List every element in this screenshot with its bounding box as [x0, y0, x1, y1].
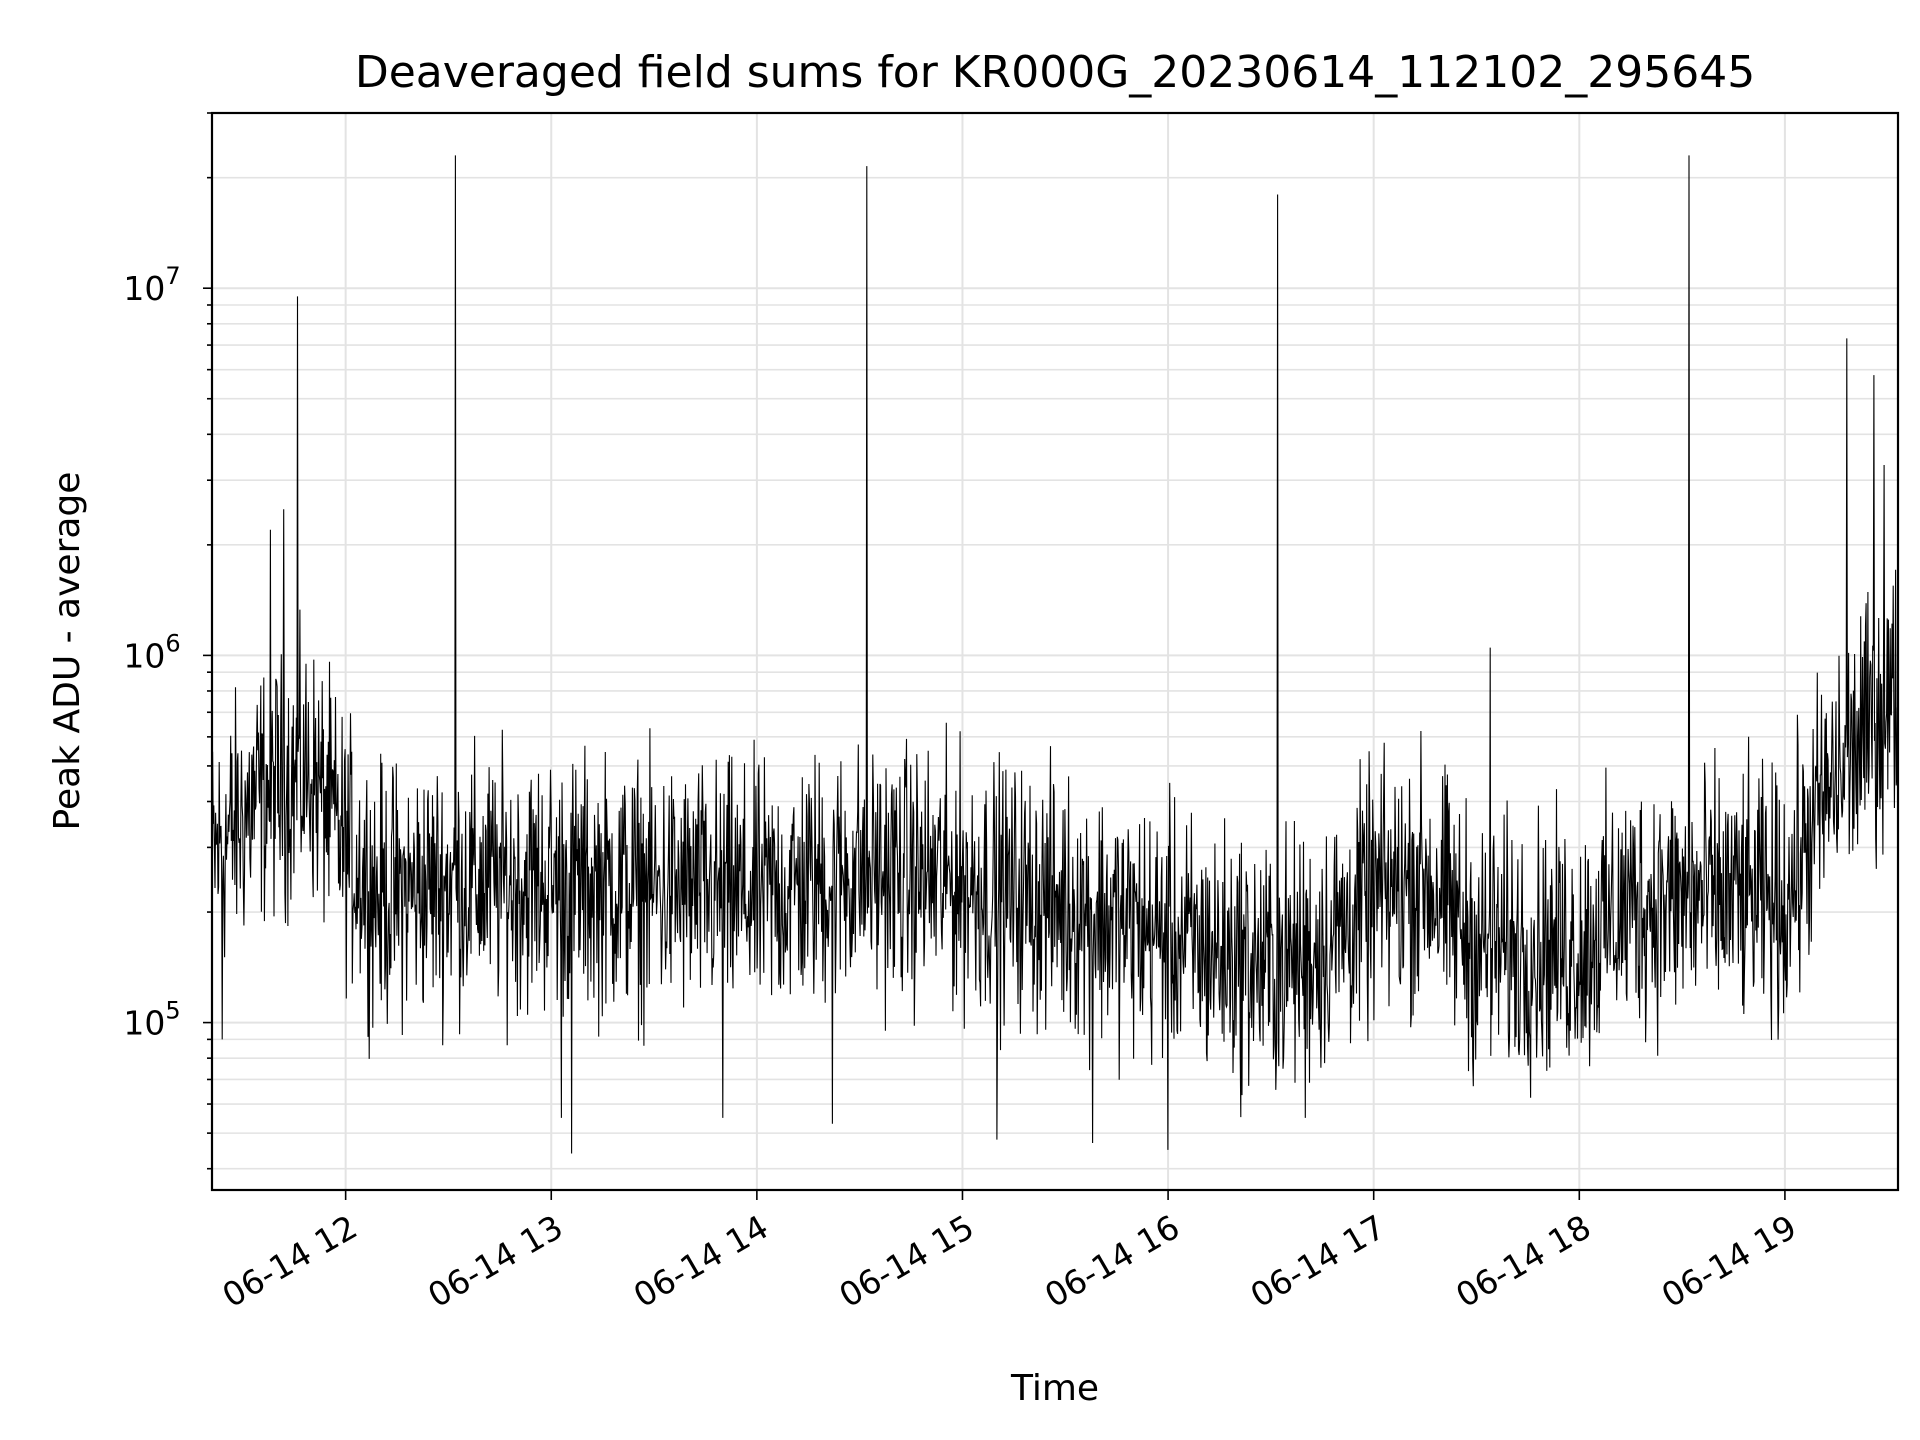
y-tick-label: 105	[123, 997, 180, 1043]
x-axis-label: Time	[1010, 1368, 1099, 1409]
series	[211, 155, 1899, 1154]
series-line	[211, 155, 1899, 1154]
chart-title: Deaveraged field sums for KR000G_2023061…	[355, 47, 1755, 98]
y-tick-label: 107	[123, 262, 180, 308]
y-axis: 105 106 107	[123, 112, 212, 1170]
plot-frame	[210, 111, 1900, 1192]
y-tick-label: 106	[123, 629, 180, 675]
y-axis-label: Peak ADU - average	[47, 472, 88, 831]
